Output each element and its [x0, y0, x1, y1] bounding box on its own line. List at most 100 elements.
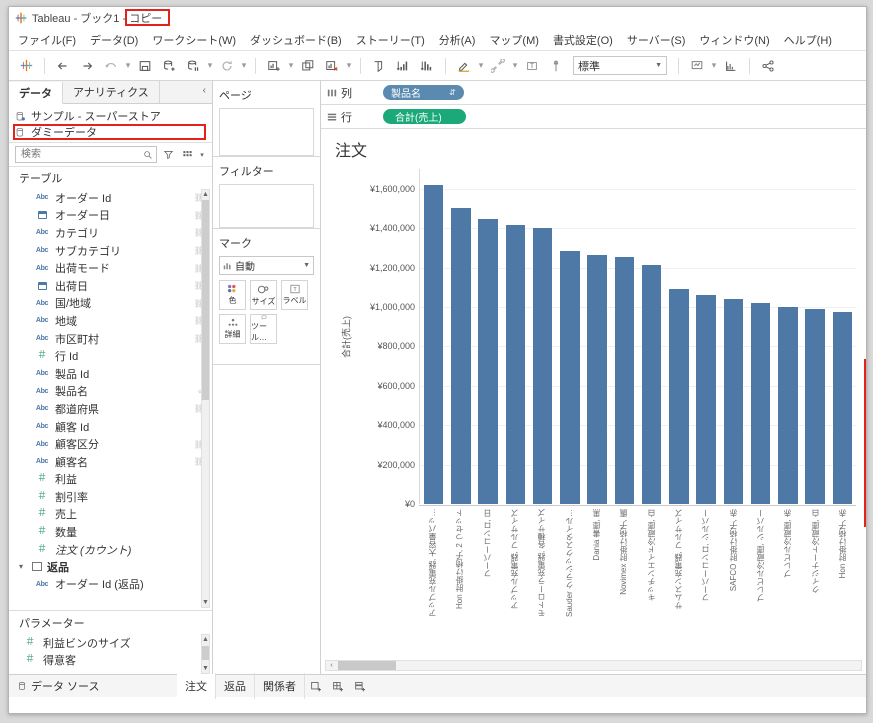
group-dropdown-caret[interactable]: ▾ [512, 60, 518, 70]
new-datasource-icon[interactable] [158, 55, 180, 77]
marks-color-button[interactable]: 色 [219, 280, 246, 310]
save-icon[interactable] [134, 55, 156, 77]
clear-dropdown-caret[interactable]: ▾ [346, 60, 352, 70]
x-axis-tick[interactable]: フーバーコンロ, 日 [474, 506, 501, 621]
bar-cell[interactable] [774, 169, 801, 504]
parameter-row[interactable]: ＃ 利益ビンのサイズ [9, 634, 212, 652]
sort-descending-icon[interactable] [416, 55, 438, 77]
rows-shelf[interactable]: 行 合計(売上) [321, 105, 866, 129]
menu-server[interactable]: サーバー(S) [626, 34, 686, 47]
columns-shelf[interactable]: 列 製品名 ⇵ [321, 81, 866, 105]
field-row[interactable]: ＃ 行 Id [9, 347, 212, 365]
menu-worksheet[interactable]: ワークシート(W) [152, 34, 237, 47]
marks-tooltip-button[interactable]: ツール… [250, 314, 277, 344]
view-dropdown-caret[interactable]: ▾ [200, 151, 204, 159]
field-row[interactable]: Abc 地域 ⛓ [9, 312, 212, 330]
bar-cell[interactable] [475, 169, 502, 504]
bar-cell[interactable] [693, 169, 720, 504]
parameter-row[interactable]: ＃ 得意客 [9, 652, 212, 670]
field-row[interactable]: Abc 顧客名 ⛓ [9, 453, 212, 471]
field-row[interactable]: ＃ 注文 (カウント) [9, 541, 212, 559]
new-worksheet-icon[interactable] [263, 55, 285, 77]
pause-refresh-icon[interactable] [182, 55, 204, 77]
field-row[interactable]: ＃ 割引率 [9, 488, 212, 506]
bar[interactable] [451, 208, 471, 504]
field-row[interactable]: Abc 市区町村 ⛓ [9, 330, 212, 348]
field-row[interactable]: ＃ 数量 [9, 523, 212, 541]
x-axis-tick[interactable]: Hon 肘掛け椅子, 2 つセット [446, 506, 473, 621]
x-axis-tick[interactable]: キッチンエイド冷蔵庫, 白 [638, 506, 665, 621]
bar[interactable] [505, 225, 526, 504]
bar[interactable] [587, 254, 607, 504]
clear-sheet-icon[interactable] [321, 55, 343, 77]
x-axis-tick[interactable]: フーバーコンロ, シルバー [692, 506, 719, 621]
share-icon[interactable] [757, 55, 779, 77]
show-me-icon[interactable] [720, 55, 742, 77]
x-axis-tick[interactable]: Novimex 肘掛け椅子, 鷹 [610, 506, 637, 621]
scroll-up-icon[interactable]: ▲ [202, 636, 209, 643]
bar[interactable] [805, 308, 825, 504]
grid-view-icon[interactable] [179, 147, 195, 163]
pages-shelf[interactable] [219, 108, 314, 156]
field-row[interactable]: Abc オーダー Id (返品) [9, 575, 212, 593]
bar[interactable] [560, 250, 580, 504]
duplicate-sheet-icon[interactable] [297, 55, 319, 77]
x-axis[interactable]: アップル充電器, 大容量パッ… Hon 肘掛け椅子, 2 つセット フーバーコンロ,… [419, 505, 856, 621]
tab-data[interactable]: データ [9, 82, 63, 104]
bar-cell[interactable] [611, 169, 638, 504]
filter-icon[interactable] [160, 147, 176, 163]
x-axis-tick[interactable]: ブレビル冷蔵庫, シルバー [747, 506, 774, 621]
menu-analysis[interactable]: 分析(A) [438, 34, 476, 47]
bar-cell[interactable] [638, 169, 665, 504]
bar[interactable] [696, 295, 716, 504]
bar[interactable] [723, 299, 744, 504]
bar[interactable] [423, 184, 444, 504]
marks-detail-button[interactable]: 詳細 [219, 314, 246, 344]
bar-cell[interactable] [447, 169, 474, 504]
marks-size-button[interactable]: サイズ [250, 280, 277, 310]
redo-icon[interactable] [76, 55, 98, 77]
bar-cell[interactable] [802, 169, 829, 504]
scroll-down-icon[interactable]: ▼ [202, 665, 209, 672]
field-row[interactable]: ＃ 売上 [9, 506, 212, 524]
x-axis-tick[interactable]: Hon 肘掛け椅子, 赤 [829, 506, 856, 621]
tab-analytics[interactable]: アナリティクス [63, 81, 160, 103]
bar[interactable] [614, 256, 635, 504]
sort-ascending-icon[interactable] [392, 55, 414, 77]
highlight-icon[interactable] [453, 55, 475, 77]
bar-cell[interactable] [665, 169, 692, 504]
bar[interactable] [478, 219, 498, 504]
pill-product-name[interactable]: 製品名 ⇵ [383, 85, 464, 100]
new-dashboard-icon[interactable] [327, 675, 349, 697]
new-sheet-dropdown-caret[interactable]: ▾ [288, 60, 294, 70]
presentation-icon[interactable] [686, 55, 708, 77]
sheet-tab-returns[interactable]: 返品 [216, 673, 255, 699]
datasource-item-sample[interactable]: サンプル - スーパーストア [9, 108, 212, 124]
field-row[interactable]: 出荷日 ⛓ [9, 277, 212, 295]
bar-cell[interactable] [502, 169, 529, 504]
field-group-returns[interactable]: ▾ 返品 [9, 558, 212, 575]
menu-dashboard[interactable]: ダッシュボード(B) [250, 34, 342, 47]
fields-scrollbar[interactable]: ▲ ▼ [201, 189, 210, 608]
x-axis-tick[interactable]: Sauder クラシックスタイル… [556, 506, 583, 621]
parameters-scroll-thumb[interactable] [202, 646, 209, 660]
field-row[interactable]: Abc 出荷モード ⛓ [9, 259, 212, 277]
marks-label-button[interactable]: T ラベル [281, 280, 308, 310]
scroll-down-icon[interactable]: ▼ [202, 599, 209, 606]
show-labels-icon[interactable]: T [521, 55, 543, 77]
pill-sum-sales[interactable]: 合計(売上) [383, 109, 466, 124]
menu-file[interactable]: ファイル(F) [18, 34, 77, 47]
fit-select[interactable]: 標準 ▼ [573, 56, 667, 75]
x-axis-tick[interactable]: サムスン充電器, フルサイズ [665, 506, 692, 621]
menu-window[interactable]: ウィンドウ(N) [699, 34, 770, 47]
tableau-home-icon[interactable] [15, 55, 37, 77]
bar[interactable] [669, 289, 689, 504]
new-story-icon[interactable] [349, 675, 371, 697]
bar[interactable] [532, 228, 553, 504]
x-axis-tick[interactable]: ブレビル冷蔵庫, 赤 [774, 506, 801, 621]
view-horizontal-scrollbar[interactable]: ‹ [325, 660, 862, 671]
x-axis-tick[interactable]: クイジナート冷蔵庫, 白 [801, 506, 828, 621]
filters-shelf[interactable] [219, 184, 314, 228]
bar[interactable] [641, 264, 662, 504]
